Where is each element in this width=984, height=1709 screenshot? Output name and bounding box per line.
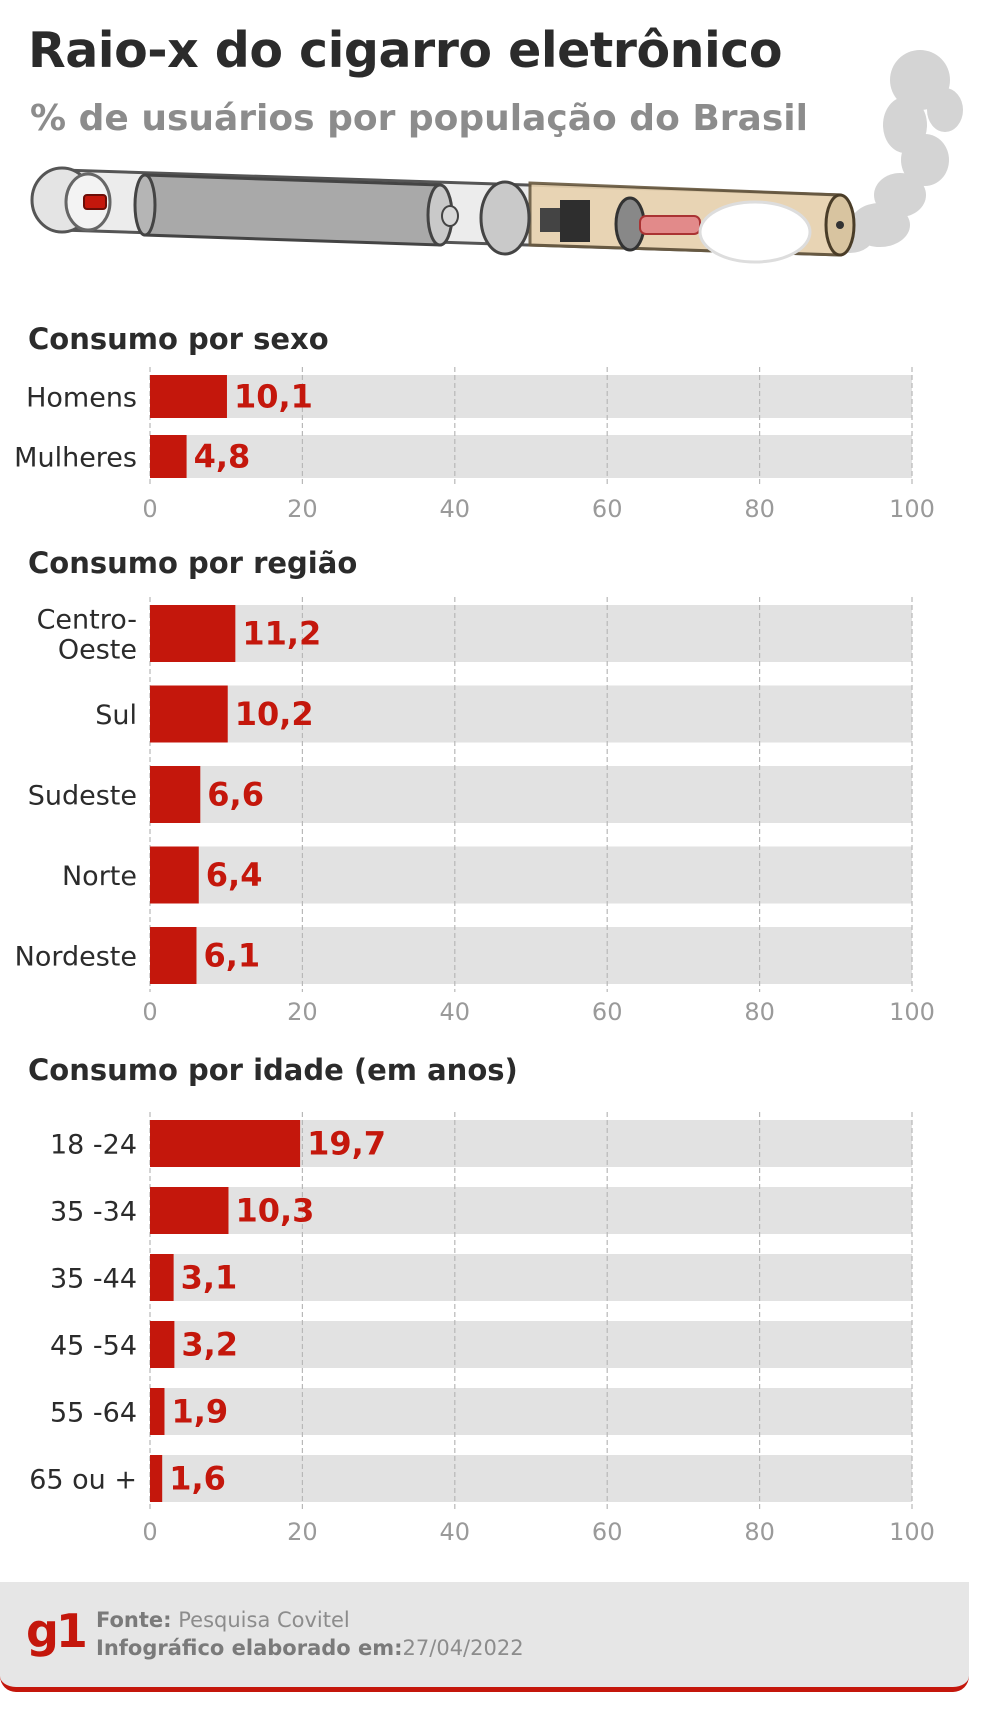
category-label: 55 -64 (50, 1398, 137, 1429)
category-label: Norte (62, 861, 137, 892)
footer: g1 Fonte: Pesquisa Covitel Infográfico e… (0, 1582, 969, 1692)
category-label: Sul (95, 700, 137, 731)
tick-label: 100 (889, 495, 935, 523)
value-label: 3,2 (181, 1326, 238, 1364)
tick-label: 0 (142, 998, 157, 1026)
section-title-regiao: Consumo por região (28, 546, 358, 580)
tick-label: 0 (142, 1518, 157, 1546)
bar (150, 1455, 163, 1502)
chart-consumo-por-sexo: 0 20 40 60 80 100 10,1 Homens 4,8 Mulheres (14, 367, 935, 523)
page-subtitle: % de usuários por população do Brasil (30, 98, 808, 139)
bar-track (150, 605, 912, 662)
value-label: 10,2 (235, 695, 314, 733)
category-label: Centro- (37, 605, 137, 636)
bar (150, 1321, 175, 1368)
tick-label: 40 (440, 495, 471, 523)
bar-track (150, 375, 912, 418)
section-title-idade: Consumo por idade (em anos) (28, 1053, 518, 1087)
value-label: 6,1 (203, 937, 260, 975)
bar (150, 927, 197, 984)
tick-label: 80 (744, 1518, 775, 1546)
category-label: Sudeste (28, 781, 137, 812)
smoke-icon (826, 50, 963, 253)
tick-label: 100 (889, 998, 935, 1026)
footer-made: Infográfico elaborado em:27/04/2022 (96, 1636, 524, 1660)
value-label: 10,3 (235, 1192, 314, 1230)
bar-track (150, 1455, 912, 1502)
category-label: 45 -54 (50, 1331, 137, 1362)
source-label: Fonte: (96, 1608, 172, 1632)
value-label: 11,2 (242, 615, 321, 653)
bar (150, 1254, 174, 1301)
footer-source: Fonte: Pesquisa Covitel (96, 1608, 350, 1632)
tick-label: 40 (440, 998, 471, 1026)
tick-label: 20 (287, 998, 318, 1026)
e-cigarette-illustration (30, 50, 963, 264)
tick-label: 20 (287, 495, 318, 523)
bar (150, 846, 199, 904)
bar-track (150, 1187, 912, 1234)
bar (150, 375, 227, 418)
bar (150, 766, 201, 823)
tick-label: 100 (889, 1518, 935, 1546)
bar-track (150, 1321, 912, 1368)
category-label: 65 ou + (29, 1465, 137, 1496)
tick-label: 40 (440, 1518, 471, 1546)
category-label: 35 -34 (50, 1197, 137, 1228)
value-label: 1,6 (169, 1460, 226, 1498)
made-label: Infográfico elaborado em: (96, 1636, 403, 1660)
tick-label: 80 (744, 998, 775, 1026)
value-label: 10,1 (234, 378, 313, 416)
bar-track (150, 685, 912, 743)
value-label: 1,9 (171, 1393, 228, 1431)
category-label: Homens (26, 383, 137, 414)
value-label: 4,8 (194, 438, 251, 476)
bar-track (150, 1254, 912, 1301)
category-label: Nordeste (15, 942, 137, 973)
bar (150, 685, 228, 743)
bar (150, 605, 236, 662)
value-label: 6,6 (207, 776, 264, 814)
category-label: Mulheres (14, 443, 137, 474)
bar (150, 1388, 165, 1435)
source-value: Pesquisa Covitel (178, 1608, 350, 1632)
chart-consumo-por-regiao: 0 20 40 60 80 100 11,2 Centro-Oeste 10,2 Sul 6,6 Su… (15, 597, 935, 1026)
tick-label: 60 (592, 495, 623, 523)
bar-track (150, 435, 912, 478)
category-label: Oeste (58, 635, 137, 666)
bar-track (150, 927, 912, 984)
category-label: 18 -24 (50, 1130, 137, 1161)
tick-label: 60 (592, 998, 623, 1026)
bar-track (150, 766, 912, 823)
category-label: 35 -44 (50, 1264, 137, 1295)
bar (150, 435, 187, 478)
value-label: 6,4 (206, 856, 263, 894)
tick-label: 60 (592, 1518, 623, 1546)
chart-consumo-por-idade: 0 20 40 60 80 100 19,7 18 -24 10,3 35 -34 3,1 35 -4… (29, 1112, 935, 1546)
bar-track (150, 1388, 912, 1435)
g1-logo: g1 (26, 1604, 88, 1658)
value-label: 19,7 (307, 1125, 386, 1163)
tick-label: 0 (142, 495, 157, 523)
tick-label: 80 (744, 495, 775, 523)
bar (150, 1120, 301, 1167)
made-value: 27/04/2022 (402, 1636, 524, 1660)
tick-label: 20 (287, 1518, 318, 1546)
page-title: Raio-x do cigarro eletrônico (28, 22, 783, 79)
section-title-sexo: Consumo por sexo (28, 322, 329, 356)
bar (150, 1187, 229, 1234)
bar-track (150, 846, 912, 904)
e-cigarette-body-icon (30, 166, 856, 264)
value-label: 3,1 (181, 1259, 238, 1297)
